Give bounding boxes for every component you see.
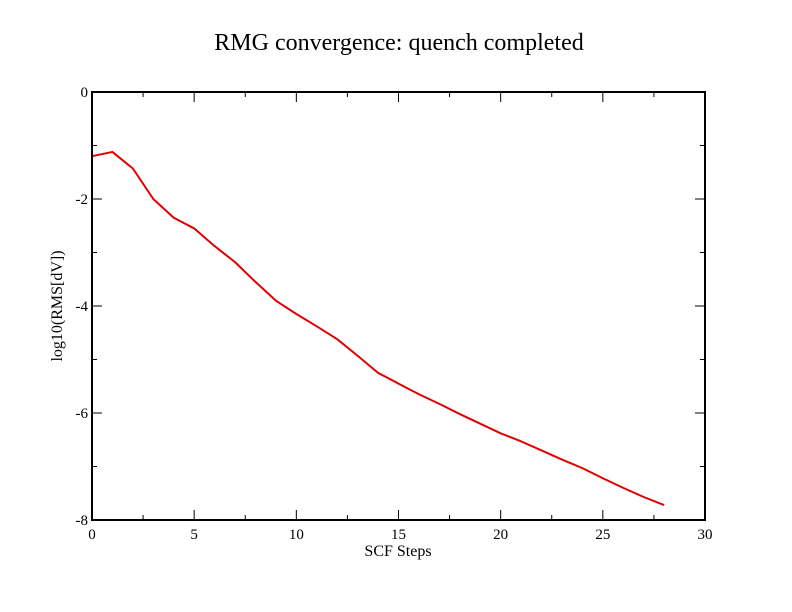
x-axis-label: SCF Steps (364, 543, 431, 560)
chart-title: RMG convergence: quench completed (214, 30, 583, 56)
x-tick-label: 15 (391, 527, 406, 543)
axis-ticks (91, 91, 706, 521)
series-line-1 (91, 150, 665, 506)
y-tick-label: 0 (81, 85, 89, 101)
plot-frame (91, 91, 706, 521)
tick-labels: 0 5 10 15 20 25 30 0 -2 -4 -6 -8 (76, 85, 713, 543)
x-tick-label: 0 (88, 527, 96, 543)
y-tick-label: -6 (76, 406, 89, 422)
x-tick-label: 30 (698, 527, 713, 543)
x-tick-label: 20 (493, 527, 508, 543)
x-tick-label: 25 (595, 527, 610, 543)
x-tick-label: 5 (190, 527, 198, 543)
y-tick-label: -8 (76, 513, 89, 529)
y-tick-label: -2 (76, 192, 89, 208)
series-lines (91, 150, 665, 506)
y-axis-label: log10(RMS[dV]) (49, 250, 66, 361)
y-tick-label: -4 (76, 299, 89, 315)
x-tick-label: 10 (289, 527, 304, 543)
